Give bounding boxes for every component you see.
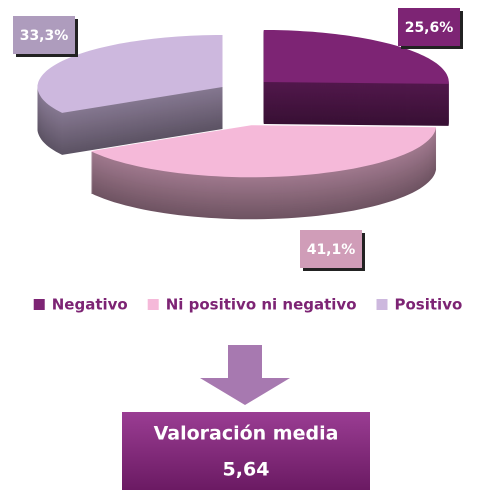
summary-label: Valoración media xyxy=(154,423,339,445)
summary-box xyxy=(122,412,370,490)
legend-swatch xyxy=(147,299,159,310)
data-label: 33,3% xyxy=(20,28,69,44)
legend-swatch xyxy=(33,299,45,310)
legend: Negativo Ni positivo ni negativo Positivo xyxy=(33,296,463,314)
data-labels: 25,6% 41,1% 33,3% xyxy=(13,8,463,271)
data-label: 41,1% xyxy=(307,242,356,258)
legend-label: Negativo xyxy=(52,296,128,314)
data-label: 25,6% xyxy=(405,20,454,36)
legend-label: Ni positivo ni negativo xyxy=(166,296,357,314)
legend-swatch xyxy=(376,299,388,310)
arrow xyxy=(200,345,290,405)
pie-slice xyxy=(90,125,437,178)
label-box xyxy=(398,8,460,46)
summary-value: 5,64 xyxy=(223,459,270,481)
label-box xyxy=(13,16,75,54)
pie xyxy=(37,30,449,220)
pie-slice xyxy=(37,35,223,113)
legend-label: Positivo xyxy=(395,296,463,314)
label-box xyxy=(300,230,362,268)
pie-slice xyxy=(263,30,449,84)
